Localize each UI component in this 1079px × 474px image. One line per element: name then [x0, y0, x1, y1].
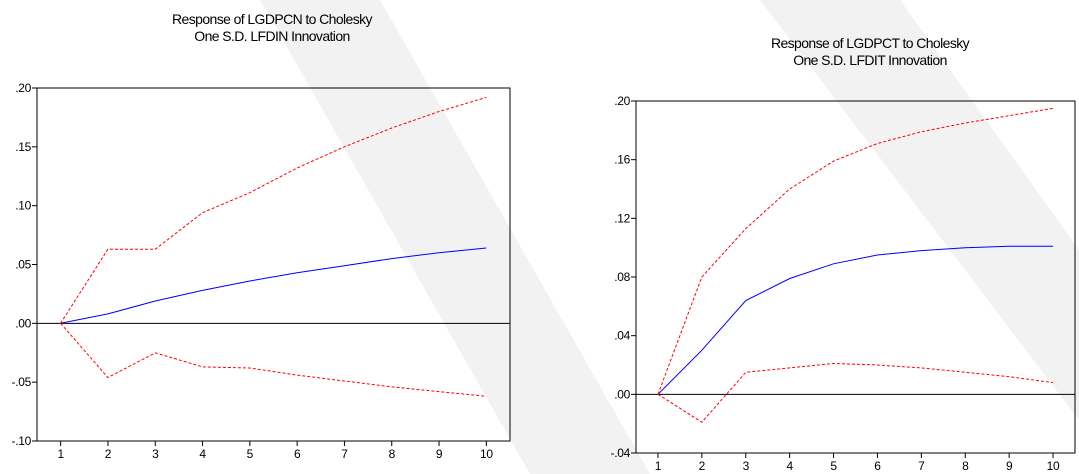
y-tick-label: -.10 — [12, 434, 32, 448]
x-tick-label: 10 — [480, 447, 493, 461]
x-tick-label: 2 — [699, 459, 706, 473]
y-tick-label: .00 — [614, 387, 630, 401]
x-tick-label: 6 — [294, 447, 301, 461]
y-tick-label: .12 — [614, 211, 630, 225]
x-tick-label: 1 — [655, 459, 662, 473]
y-tick-label: .08 — [614, 270, 630, 284]
upper-confidence-band — [60, 96, 487, 324]
x-tick-label: 9 — [1006, 459, 1013, 473]
x-tick-label: 5 — [247, 447, 254, 461]
x-tick-label: 2 — [105, 447, 112, 461]
x-tick-label: 3 — [743, 459, 750, 473]
chart-title-line: One S.D. LFDIN Innovation — [194, 28, 349, 44]
chart-title-line: One S.D. LFDIT Innovation — [793, 52, 947, 68]
y-tick-label: .04 — [614, 329, 630, 343]
x-tick-label: 8 — [962, 459, 969, 473]
x-tick-label: 1 — [57, 447, 64, 461]
y-tick-label: .20 — [15, 81, 31, 95]
x-tick-label: 3 — [152, 447, 159, 461]
y-tick-label: .10 — [15, 199, 31, 213]
x-tick-label: 7 — [341, 447, 348, 461]
y-tick-label: .15 — [15, 140, 31, 154]
plot-frame — [36, 87, 511, 442]
chart-title-line: Response of LGDPCN to Cholesky — [172, 11, 372, 27]
y-tick-label: .16 — [614, 153, 630, 167]
x-tick-label: 7 — [918, 459, 925, 473]
chart-title-line: Response of LGDPCT to Cholesky — [771, 35, 970, 51]
upper-confidence-band — [657, 107, 1054, 395]
x-tick-label: 4 — [199, 447, 206, 461]
y-tick-label: .00 — [15, 316, 31, 330]
impulse-response-line — [657, 245, 1053, 395]
x-tick-label: 4 — [786, 459, 793, 473]
x-tick-label: 9 — [436, 447, 443, 461]
lower-confidence-band — [60, 322, 487, 397]
y-tick-label: .05 — [15, 258, 31, 272]
x-tick-label: 8 — [389, 447, 396, 461]
y-tick-label: .20 — [614, 94, 630, 108]
lower-confidence-band — [657, 362, 1054, 423]
x-tick-label: 10 — [1047, 459, 1060, 473]
x-tick-label: 5 — [830, 459, 837, 473]
x-tick-label: 6 — [874, 459, 881, 473]
impulse-response-line — [60, 247, 487, 324]
y-tick-label: -.05 — [12, 375, 32, 389]
y-tick-label: -.04 — [611, 446, 631, 460]
